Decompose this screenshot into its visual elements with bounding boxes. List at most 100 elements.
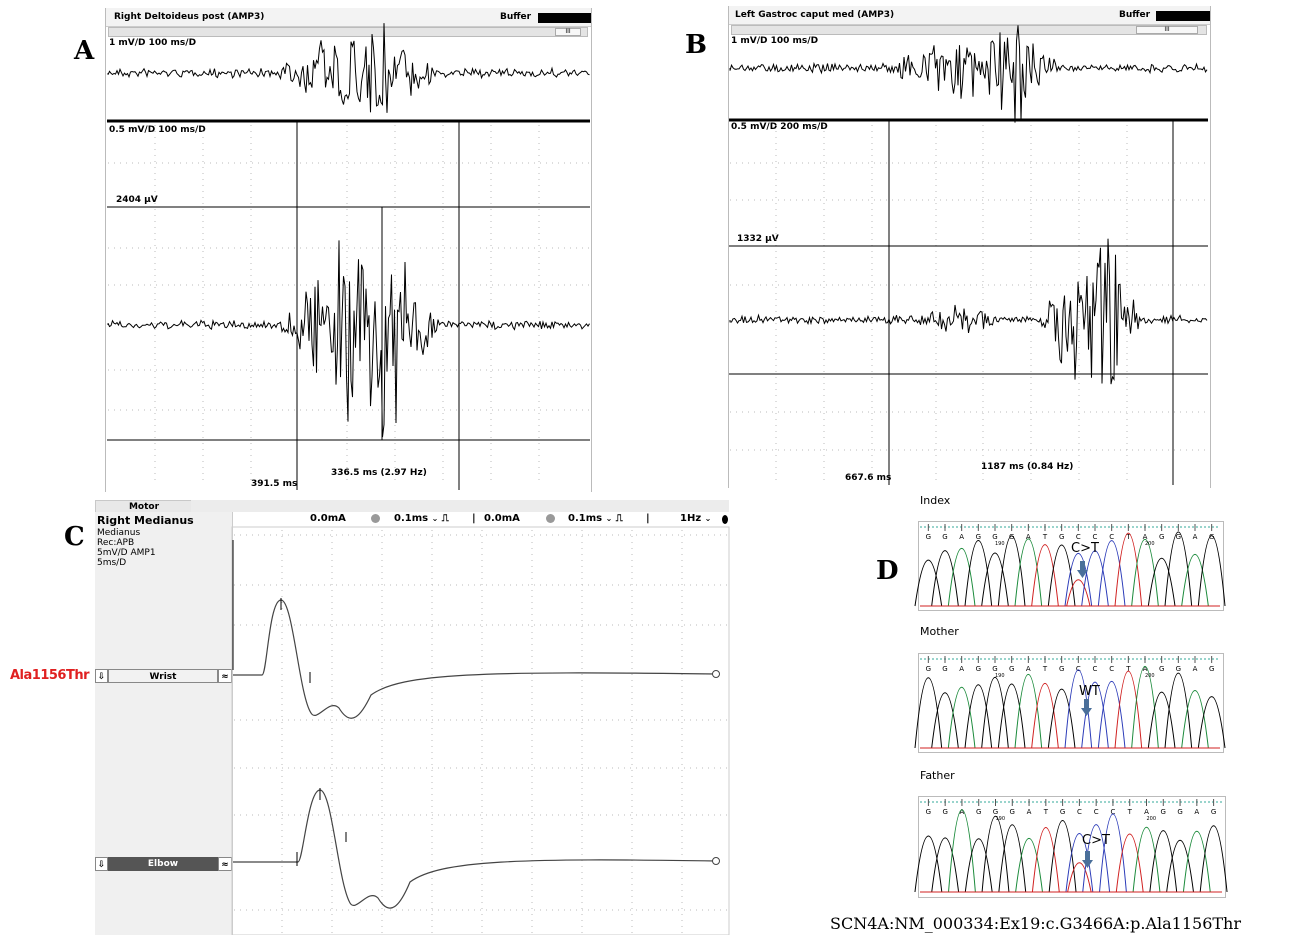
panel-b-title: Left Gastroc caput med (AMP3) <box>735 10 895 20</box>
panel-b-top-scale: 1 mV/D 100 ms/D <box>731 36 819 46</box>
panel-a-top-scale: 1 mV/D 100 ms/D <box>109 38 197 48</box>
base-call: A <box>1143 665 1148 673</box>
base-call: G <box>1159 665 1164 673</box>
panel-b-interval: 1187 ms (0.84 Hz) <box>981 462 1074 472</box>
panel-a-scroll-thumb[interactable]: III <box>555 28 581 36</box>
base-call: G <box>993 808 998 816</box>
panel-b-titlebar: Left Gastroc caput med (AMP3) Buffer <box>729 6 1210 25</box>
panel-b-scrollbar[interactable]: III <box>731 25 1207 35</box>
record-indicator-icon <box>722 515 728 524</box>
chevron-down-icon: ⌄ <box>605 514 613 523</box>
base-call: C <box>1093 533 1098 541</box>
base-call: C <box>1109 665 1114 673</box>
pulse-shape-icon: ⎍ <box>441 513 449 524</box>
panel-b-buffer-label: Buffer <box>1119 10 1151 20</box>
stim-indicator-1 <box>371 513 380 524</box>
stim-current-1[interactable]: 0.0mA <box>310 513 346 524</box>
variant-label: Ala1156Thr <box>10 668 90 683</box>
base-call: G <box>1010 808 1015 816</box>
stim-separator-1: | <box>472 513 476 524</box>
trace-label-wrist[interactable]: Wrist <box>108 669 218 683</box>
base-call: G <box>942 808 947 816</box>
elbow-arrow-icon[interactable]: ⇩ <box>95 857 108 871</box>
panel-a-scrollbar[interactable]: III <box>108 27 588 37</box>
arrow-down-icon <box>1077 570 1088 578</box>
base-call: T <box>1042 665 1048 673</box>
base-call: T <box>1125 665 1131 673</box>
base-call: C <box>1076 533 1081 541</box>
index-label: Index <box>920 494 951 507</box>
base-call: A <box>960 808 965 816</box>
base-call: C <box>1109 533 1114 541</box>
stim-duration-2-value: 0.1ms <box>568 513 603 524</box>
position-tick-190: 190 <box>995 673 1005 679</box>
base-call: G <box>976 808 981 816</box>
base-call: G <box>1159 533 1164 541</box>
panel-a-title: Right Deltoideus post (AMP3) <box>114 12 265 22</box>
panel-a-bottom-scale: 0.5 mV/D 100 ms/D <box>109 125 206 135</box>
stim-indicator-2 <box>546 513 555 524</box>
base-call: A <box>1193 665 1198 673</box>
stim-separator-2: | <box>646 513 650 524</box>
base-call: G <box>942 665 947 673</box>
panel-letter-a: A <box>74 36 95 66</box>
base-call: A <box>1026 665 1031 673</box>
base-call: A <box>1027 808 1032 816</box>
stim-duration-1-value: 0.1ms <box>394 513 429 524</box>
chevron-down-icon: ⌄ <box>704 514 712 523</box>
info-line-3: 5mV/D AMP1 <box>97 548 156 558</box>
panel-a-titlebar: Right Deltoideus post (AMP3) Buffer <box>106 8 591 27</box>
panel-a-buffer-indicator <box>538 13 591 23</box>
base-call: A <box>1144 808 1149 816</box>
arrow-down-icon <box>1085 851 1090 861</box>
panel-a-interval: 336.5 ms (2.97 Hz) <box>331 468 427 478</box>
base-call: G <box>976 665 981 673</box>
base-call: A <box>1026 533 1031 541</box>
position-tick-190: 190 <box>996 816 1006 822</box>
stim-current-2[interactable]: 0.0mA <box>484 513 520 524</box>
base-call: C <box>1077 808 1082 816</box>
panel-c-tabstrip <box>191 500 729 512</box>
panel-b-cursor-time: 667.6 ms <box>845 473 892 483</box>
stim-duration-1[interactable]: 0.1ms ⌄ ⎍ <box>394 513 449 524</box>
base-call: G <box>1209 533 1214 541</box>
stim-duration-2[interactable]: 0.1ms ⌄ ⎍ <box>568 513 623 524</box>
stim-frequency[interactable]: 1Hz ⌄ <box>680 513 711 524</box>
base-call: G <box>1009 533 1014 541</box>
base-call: G <box>1009 665 1014 673</box>
panel-b-bottom-scale: 0.5 mV/D 200 ms/D <box>731 122 828 132</box>
base-call: A <box>959 665 964 673</box>
base-call: G <box>1059 533 1064 541</box>
panel-b-buffer-indicator <box>1156 11 1210 21</box>
panel-b-scroll-thumb[interactable]: III <box>1136 26 1198 34</box>
arrow-down-icon <box>1082 860 1093 868</box>
position-tick-200: 200 <box>1145 673 1155 679</box>
arrow-down-icon <box>1081 708 1092 716</box>
base-call: G <box>1177 808 1182 816</box>
info-line-4: 5ms/D <box>97 558 127 568</box>
base-call: G <box>1161 808 1166 816</box>
info-line-2: Rec:APB <box>97 538 135 548</box>
base-call: G <box>992 665 997 673</box>
base-call: A <box>1193 533 1198 541</box>
base-call: C <box>1093 665 1098 673</box>
base-call: G <box>1176 533 1181 541</box>
chromatogram-mother <box>918 653 1224 753</box>
pulse-shape-icon: ⎍ <box>615 513 623 524</box>
position-tick-190: 190 <box>995 541 1005 547</box>
panel-letter-c: C <box>64 522 85 552</box>
panel-a-buffer-label: Buffer <box>500 12 532 22</box>
chromatogram-father <box>918 796 1226 898</box>
base-call: A <box>1194 808 1199 816</box>
arrow-down-icon <box>1080 561 1085 571</box>
wrist-arrow-icon[interactable]: ⇩ <box>95 669 108 683</box>
base-call: A <box>1143 533 1148 541</box>
trace-label-elbow[interactable]: Elbow <box>108 857 218 871</box>
father-mutation-label: C>T <box>1082 833 1110 848</box>
position-tick-200: 200 <box>1147 816 1157 822</box>
base-call: C <box>1110 808 1115 816</box>
